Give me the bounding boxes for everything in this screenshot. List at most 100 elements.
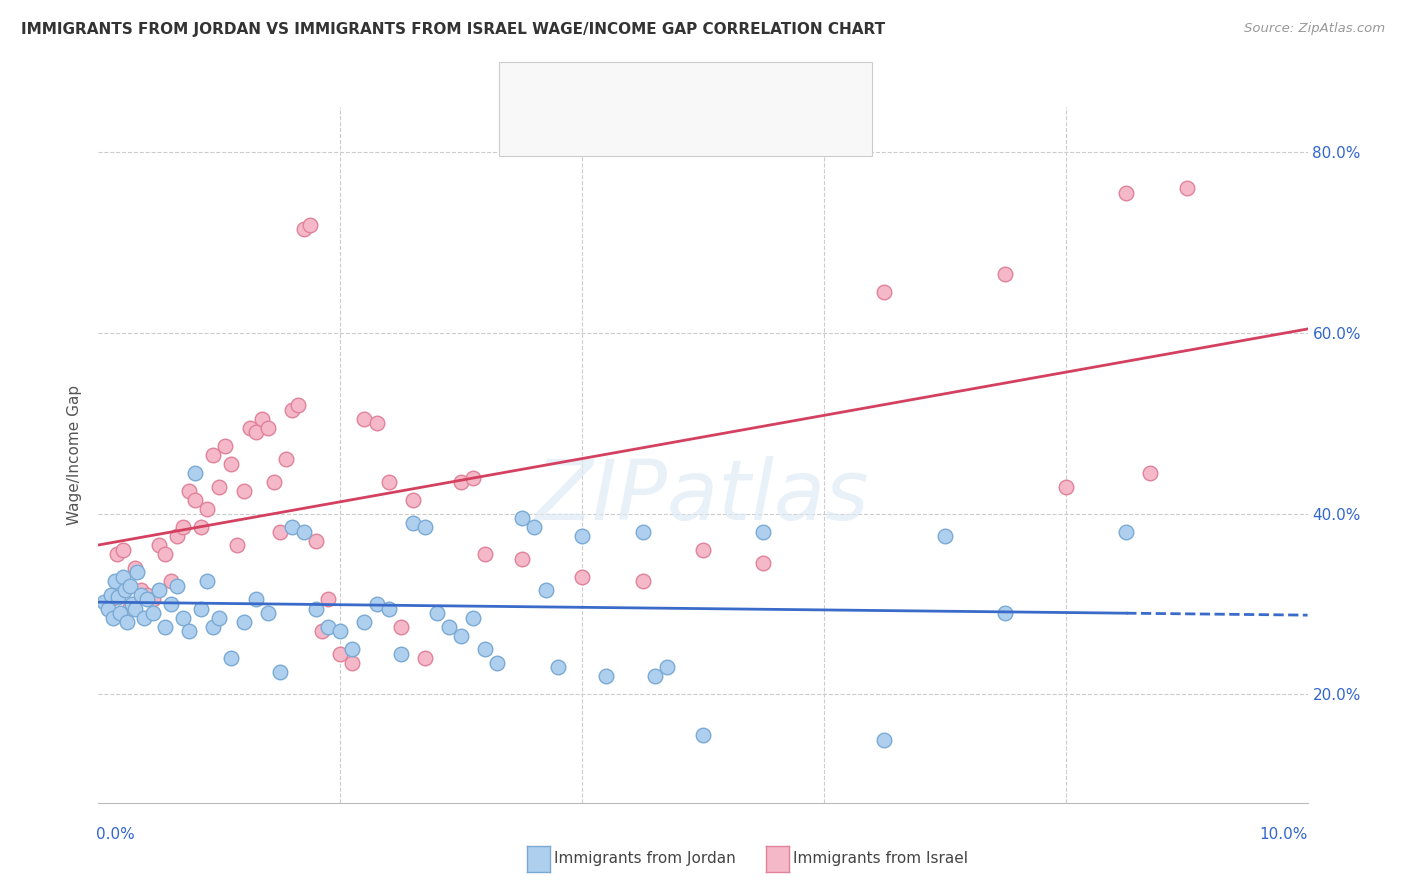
- Text: Immigrants from Jordan: Immigrants from Jordan: [554, 852, 735, 866]
- Point: [179, 624, 201, 639]
- Point: [153, 619, 176, 633]
- Point: [450, 629, 472, 643]
- Point: [316, 592, 339, 607]
- Point: [644, 669, 666, 683]
- Point: [108, 606, 131, 620]
- Point: [208, 610, 231, 624]
- Point: [256, 421, 278, 435]
- Point: [121, 597, 143, 611]
- Point: [179, 484, 201, 499]
- Point: [142, 592, 165, 607]
- Point: [160, 574, 183, 589]
- Point: [111, 542, 134, 557]
- Point: [934, 529, 956, 543]
- Point: [571, 529, 593, 543]
- Point: [281, 520, 304, 534]
- Point: [245, 592, 267, 607]
- Point: [463, 470, 485, 484]
- Point: [377, 475, 399, 489]
- Point: [311, 624, 333, 639]
- Point: [342, 656, 364, 670]
- Point: [655, 660, 678, 674]
- Text: 10.0%: 10.0%: [1260, 827, 1308, 841]
- Point: [463, 610, 485, 624]
- Point: [1115, 186, 1137, 200]
- Point: [547, 660, 569, 674]
- Point: [402, 493, 425, 508]
- Point: [316, 619, 339, 633]
- Text: Source: ZipAtlas.com: Source: ZipAtlas.com: [1244, 22, 1385, 36]
- Point: [166, 579, 188, 593]
- Point: [389, 619, 412, 633]
- Point: [1175, 181, 1198, 195]
- Point: [127, 566, 149, 580]
- Point: [153, 547, 176, 561]
- Point: [571, 570, 593, 584]
- Point: [105, 547, 128, 561]
- Point: [752, 557, 775, 571]
- Point: [202, 619, 225, 633]
- Point: [873, 732, 896, 747]
- Point: [134, 610, 156, 624]
- Point: [413, 520, 436, 534]
- Point: [256, 606, 278, 620]
- Point: [437, 619, 460, 633]
- Point: [389, 647, 412, 661]
- Point: [353, 615, 375, 629]
- Point: [523, 520, 546, 534]
- Point: [510, 551, 533, 566]
- Point: [752, 524, 775, 539]
- Point: [329, 647, 352, 661]
- Point: [474, 547, 496, 561]
- Point: [305, 601, 328, 615]
- Point: [873, 285, 896, 300]
- Point: [450, 475, 472, 489]
- Point: [402, 516, 425, 530]
- Point: [281, 402, 304, 417]
- Point: [692, 728, 714, 742]
- Text: ZIPatlas: ZIPatlas: [536, 456, 870, 537]
- Point: [299, 218, 322, 232]
- Point: [474, 642, 496, 657]
- Point: [226, 538, 249, 552]
- Point: [263, 475, 285, 489]
- Point: [232, 484, 254, 499]
- Point: [353, 411, 375, 425]
- Point: [124, 601, 146, 615]
- Point: [214, 439, 236, 453]
- Point: [195, 574, 218, 589]
- Point: [1115, 524, 1137, 539]
- Point: [148, 538, 170, 552]
- Point: [117, 615, 139, 629]
- Point: [413, 651, 436, 665]
- Point: [221, 457, 243, 471]
- Point: [631, 524, 654, 539]
- Point: [245, 425, 267, 440]
- Point: [269, 524, 291, 539]
- Point: [107, 590, 129, 604]
- Y-axis label: Wage/Income Gap: Wage/Income Gap: [67, 384, 83, 525]
- Point: [1139, 466, 1161, 480]
- Point: [129, 588, 152, 602]
- Point: [118, 601, 141, 615]
- Point: [486, 656, 509, 670]
- Point: [195, 502, 218, 516]
- Point: [172, 520, 194, 534]
- Point: [190, 520, 212, 534]
- Point: [111, 570, 134, 584]
- Point: [129, 583, 152, 598]
- Point: [100, 592, 122, 607]
- Point: [1054, 479, 1077, 493]
- Point: [366, 417, 388, 431]
- Point: [305, 533, 328, 548]
- Point: [124, 561, 146, 575]
- Point: [994, 267, 1017, 281]
- Point: [692, 542, 714, 557]
- Point: [377, 601, 399, 615]
- Text: R = -0.047    N = 67: R = -0.047 N = 67: [548, 73, 748, 91]
- Point: [631, 574, 654, 589]
- Point: [184, 466, 207, 480]
- Point: [250, 411, 273, 425]
- Point: [292, 524, 315, 539]
- Point: [93, 595, 115, 609]
